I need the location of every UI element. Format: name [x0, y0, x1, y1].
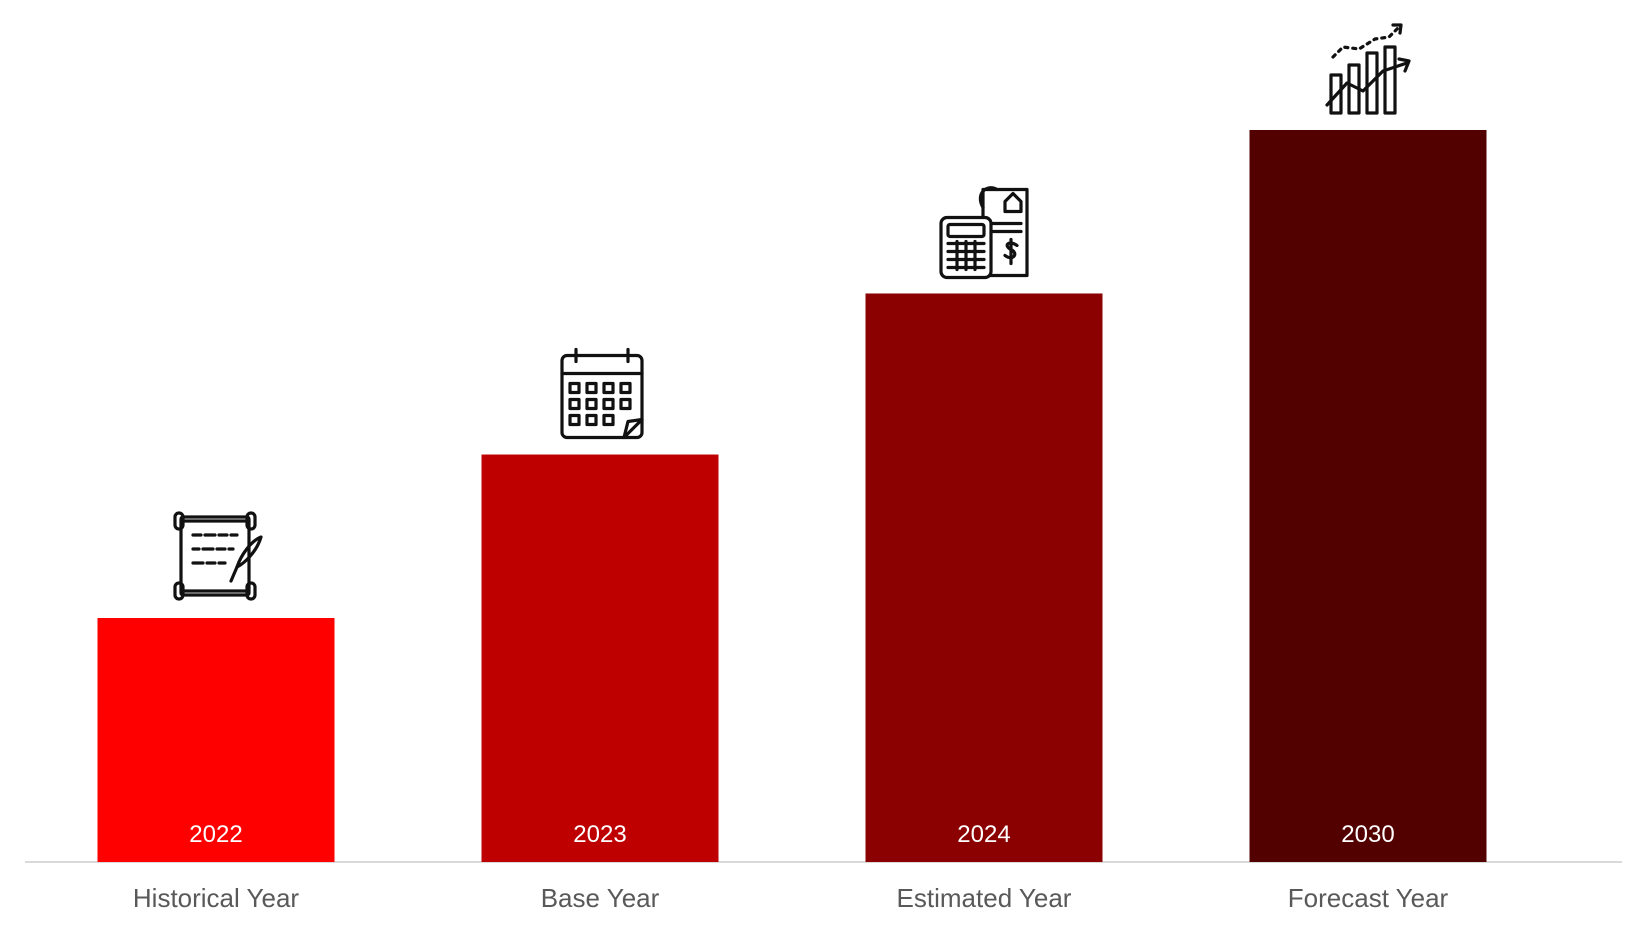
- bar-estimated-year: [865, 293, 1103, 863]
- category-label-forecast-year: Forecast Year: [1288, 883, 1449, 913]
- scroll-quill-icon: [173, 511, 263, 601]
- bar-historical-year: [97, 618, 335, 862]
- calendar-icon: [560, 347, 644, 440]
- category-label-estimated-year: Estimated Year: [897, 883, 1072, 913]
- year-label-2030: 2030: [1341, 821, 1394, 848]
- category-label-base-year: Base Year: [541, 883, 660, 913]
- year-label-2022: 2022: [189, 821, 242, 848]
- bar-base-year: [481, 454, 719, 862]
- category-label-historical-year: Historical Year: [133, 883, 300, 913]
- year-label-2024: 2024: [957, 821, 1010, 848]
- calculator-invoice-icon: [939, 186, 1029, 280]
- year-label-2023: 2023: [573, 821, 626, 848]
- growth-chart-icon: [1325, 23, 1411, 115]
- bar-forecast-year: [1249, 130, 1487, 862]
